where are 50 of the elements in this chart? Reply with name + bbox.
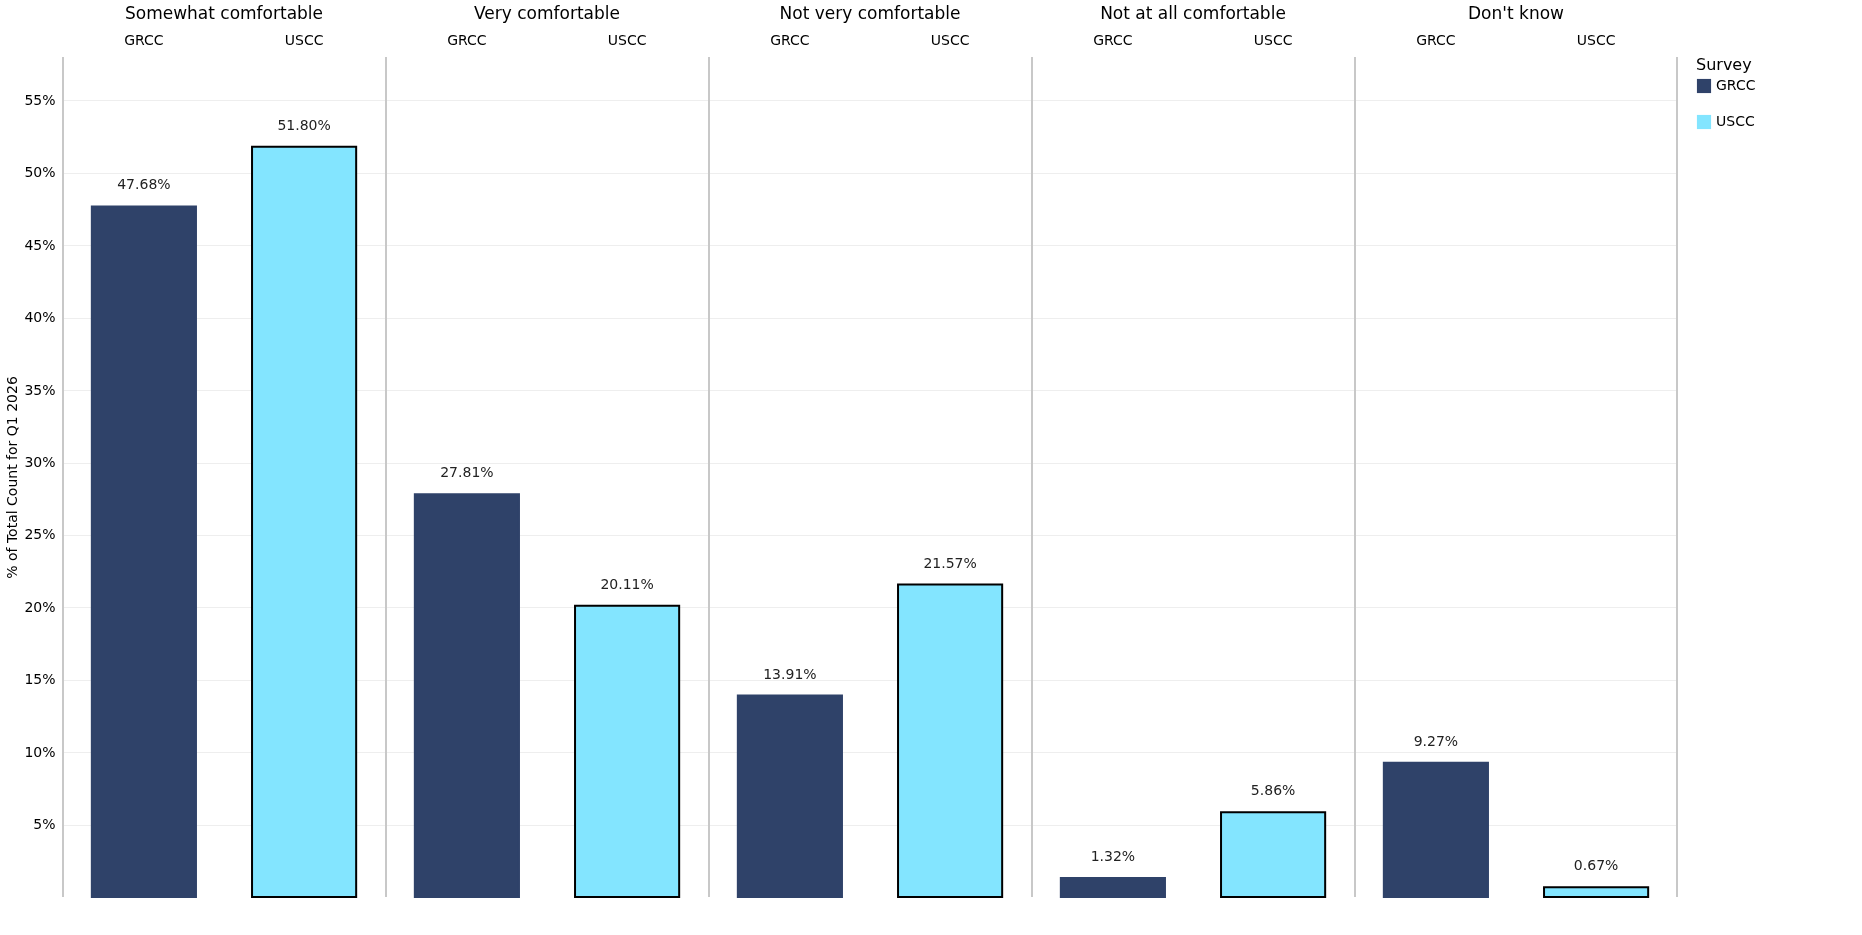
data-label: 51.80% <box>277 116 331 133</box>
data-label: 20.11% <box>600 575 654 592</box>
data-label: 27.81% <box>440 464 494 481</box>
text: GRCC <box>770 31 810 48</box>
bar <box>897 583 1004 898</box>
data-label: 21.57% <box>923 554 977 571</box>
text: GRCC <box>124 31 164 48</box>
bar <box>1543 886 1650 898</box>
y-tick-label: 50% <box>24 164 56 181</box>
data-label: 9.27% <box>1413 732 1459 749</box>
text: GRCC <box>1416 31 1456 48</box>
y-tick-label: 55% <box>24 91 56 108</box>
bar <box>574 604 681 898</box>
data-label: 13.91% <box>763 665 817 682</box>
legend-label: USCC <box>1716 113 1755 129</box>
x-tick-label: Somewhat comfortable <box>124 3 324 23</box>
text: USCC <box>607 31 647 48</box>
x-tick-label: Don't know <box>1468 3 1565 23</box>
y-tick-label: 30% <box>24 454 56 471</box>
x-tick-label: Very comfortable <box>474 3 620 23</box>
x-tick-label: Not at all comfortable <box>1100 3 1286 23</box>
y-tick-label: 20% <box>24 598 56 615</box>
bar <box>1220 811 1327 898</box>
text: USCC <box>284 31 324 48</box>
data-label: 0.67% <box>1573 857 1619 874</box>
y-tick-label: 45% <box>24 236 56 253</box>
y-tick-label: 40% <box>24 309 56 326</box>
data-label: 5.86% <box>1250 782 1296 799</box>
text: GRCC <box>1093 31 1133 48</box>
bar <box>1059 876 1166 898</box>
y-tick-label: 10% <box>24 743 56 760</box>
text: GRCC <box>447 31 487 48</box>
bar <box>1382 761 1489 898</box>
bar <box>736 694 843 898</box>
x-tick-label: Not very comfortable <box>779 3 961 23</box>
text: USCC <box>1253 31 1293 48</box>
text: USCC <box>930 31 970 48</box>
legend-label: GRCC <box>1716 77 1756 93</box>
bar <box>90 205 197 898</box>
y-tick-label: 15% <box>24 671 56 688</box>
data-label: 47.68% <box>117 176 171 193</box>
legend-title: Survey <box>1696 55 1752 74</box>
y-axis-title: % of Total Count for Q1 2026 <box>4 376 21 579</box>
y-tick-label: 35% <box>24 381 56 398</box>
y-tick-label: 5% <box>33 816 56 833</box>
data-label: 1.32% <box>1090 847 1136 864</box>
text: USCC <box>1576 31 1616 48</box>
bar <box>413 493 520 898</box>
y-tick-label: 25% <box>24 526 56 543</box>
bar <box>251 145 358 898</box>
